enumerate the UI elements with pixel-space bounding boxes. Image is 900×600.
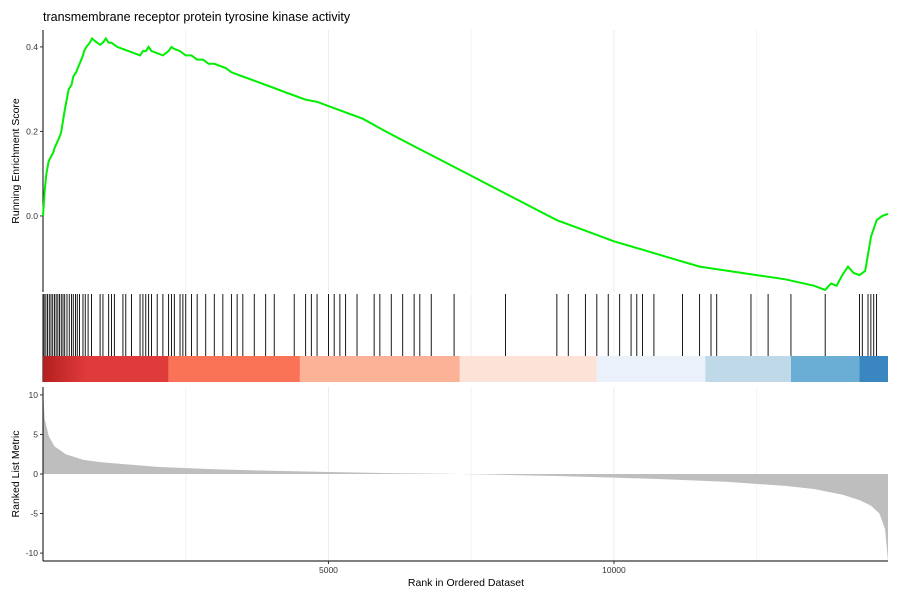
ranked-metric-area <box>43 391 888 561</box>
es-y-tick-label: 0.0 <box>26 211 38 221</box>
es-y-tick-label: 0.4 <box>26 42 38 52</box>
enrichment-score-line <box>42 36 889 292</box>
rank-y-tick-label: 0 <box>33 469 38 479</box>
heatmap-band <box>790 356 860 382</box>
x-tick-label: 5000 <box>319 565 338 575</box>
chart-title: transmembrane receptor protein tyrosine … <box>43 10 351 24</box>
heatmap-dark-edge <box>43 356 87 382</box>
rank-y-tick-label: 5 <box>33 429 38 439</box>
heatmap-band <box>168 356 300 382</box>
ranked-list-panel: -10 -5 0 5 10 5000 10000 Ranked List Metric R… <box>10 387 888 589</box>
rank-y-tick-label: -10 <box>26 548 39 558</box>
enrichment-score-panel: 0.0 0.2 0.4 Running Enrichment Score <box>10 30 889 292</box>
heatmap-band <box>459 356 597 382</box>
heatmap-band <box>299 356 460 382</box>
heatmap-band <box>596 356 706 382</box>
es-y-tick-label: 0.2 <box>26 126 38 136</box>
x-tick-label: 10000 <box>602 565 626 575</box>
rank-y-tick-label: -5 <box>30 509 38 519</box>
rank-y-tick-label: 10 <box>29 390 39 400</box>
heatmap-band <box>705 356 791 382</box>
enrichment-y-axis-label: Running Enrichment Score <box>10 98 22 224</box>
ranked-y-axis-label: Ranked List Metric <box>10 431 22 518</box>
hit-markers-panel <box>42 294 878 382</box>
heatmap-band <box>859 356 888 382</box>
x-axis-label: Rank in Ordered Dataset <box>408 577 524 589</box>
rank-heatmap-bar <box>43 356 888 382</box>
